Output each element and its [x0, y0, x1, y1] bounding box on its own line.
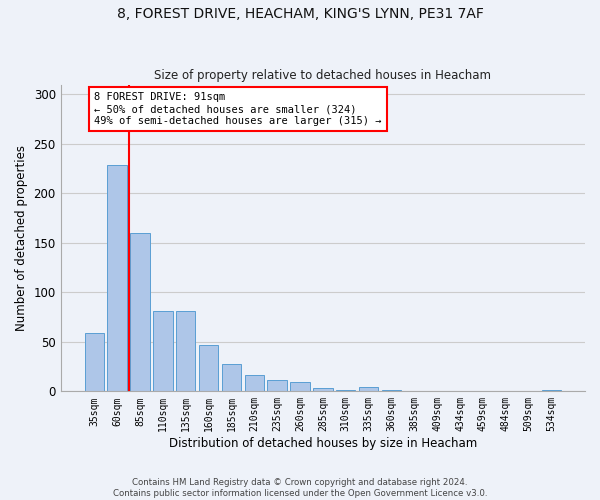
Bar: [176, 311, 196, 392]
Bar: [153, 311, 173, 392]
X-axis label: Distribution of detached houses by size in Heacham: Distribution of detached houses by size …: [169, 437, 477, 450]
Bar: [359, 388, 378, 392]
Bar: [221, 364, 241, 392]
Bar: [245, 376, 264, 392]
Y-axis label: Number of detached properties: Number of detached properties: [15, 145, 28, 331]
Text: 8, FOREST DRIVE, HEACHAM, KING'S LYNN, PE31 7AF: 8, FOREST DRIVE, HEACHAM, KING'S LYNN, P…: [116, 8, 484, 22]
Bar: [107, 164, 127, 392]
Bar: [336, 390, 355, 392]
Bar: [199, 345, 218, 392]
Text: 8 FOREST DRIVE: 91sqm
← 50% of detached houses are smaller (324)
49% of semi-det: 8 FOREST DRIVE: 91sqm ← 50% of detached …: [94, 92, 382, 126]
Bar: [85, 333, 104, 392]
Bar: [542, 390, 561, 392]
Bar: [290, 382, 310, 392]
Text: Contains HM Land Registry data © Crown copyright and database right 2024.
Contai: Contains HM Land Registry data © Crown c…: [113, 478, 487, 498]
Bar: [313, 388, 332, 392]
Title: Size of property relative to detached houses in Heacham: Size of property relative to detached ho…: [154, 69, 491, 82]
Bar: [268, 380, 287, 392]
Bar: [382, 390, 401, 392]
Bar: [130, 233, 149, 392]
